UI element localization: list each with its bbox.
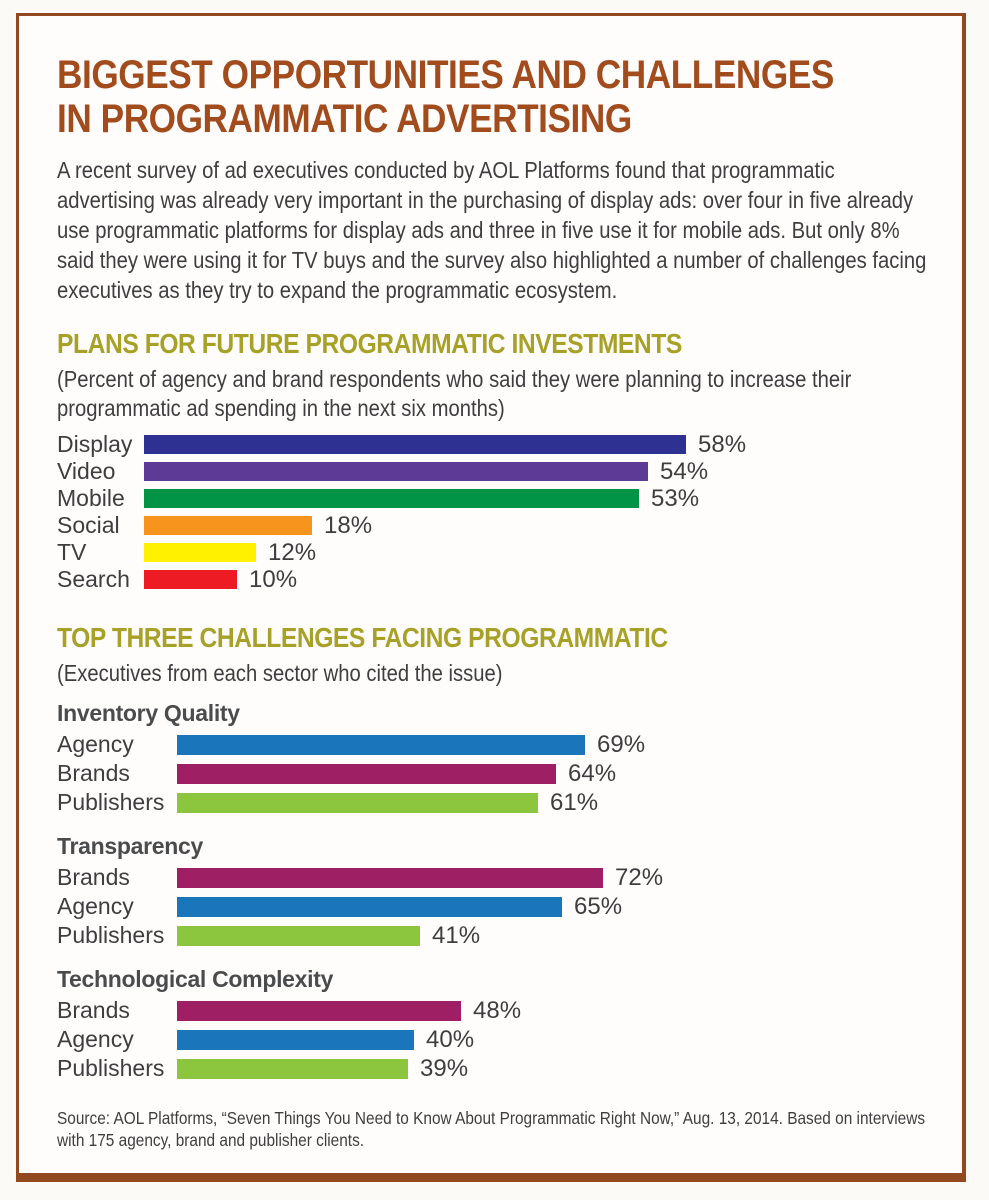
bar [177,925,420,946]
bar-value: 72% [615,863,664,891]
page-title: BIGGEST OPPORTUNITIES AND CHALLENGES IN … [57,53,932,141]
bar-value: 18% [324,511,373,539]
bar-row: Publishers 39% [57,1054,932,1083]
bar [177,792,538,813]
page-title-line-2: IN PROGRAMMATIC ADVERTISING [57,97,632,141]
bar-row: Brands 72% [57,863,932,892]
bar-label: Search [57,566,130,592]
bar [177,734,585,755]
bar [144,570,237,589]
bar-row: Social 18% [57,512,932,539]
bar-value: 48% [473,996,522,1024]
frame-border: BIGGEST OPPORTUNITIES AND CHALLENGES IN … [16,13,966,1182]
bar-value: 53% [651,484,700,512]
challenge-group: Transparency Brands 72% Agency 65% Publishers… [57,833,932,950]
bar [177,1000,461,1021]
bar-row: Agency 65% [57,892,932,921]
bar [144,435,686,454]
bar-row: Publishers 41% [57,921,932,950]
investments-subtitle: (Percent of agency and brand respondents… [57,366,852,421]
investments-chart: Display 58% Video 54% Mobile 53% Social 18% TV 12… [57,431,932,593]
bar-row: Brands 64% [57,759,932,788]
challenges-heading: TOP THREE CHALLENGES FACING PROGRAMMATIC [57,622,668,653]
bar-value: 54% [660,457,709,485]
bar [177,1058,408,1079]
bar-label: Brands [57,864,130,890]
challenge-group-rows: Agency 69% Brands 64% Publishers 61% [57,730,932,817]
bar-value: 64% [568,759,617,787]
bar-label: Publishers [57,789,165,815]
challenge-group-rows: Brands 48% Agency 40% Publishers 39% [57,996,932,1083]
bar-value: 41% [432,921,481,949]
bar-value: 10% [249,565,298,593]
bar-label: Social [57,512,120,538]
bar-label: Brands [57,760,130,786]
bar [144,543,256,562]
bar [177,1029,414,1050]
bar-value: 12% [268,538,317,566]
section-investments: PLANS FOR FUTURE PROGRAMMATIC INVESTMENT… [57,329,932,593]
bar-row: Agency 40% [57,1025,932,1054]
investments-heading: PLANS FOR FUTURE PROGRAMMATIC INVESTMENT… [57,328,682,359]
bar-row: Display 58% [57,431,932,458]
section-challenges: TOP THREE CHALLENGES FACING PROGRAMMATIC… [57,623,932,1083]
page-title-line-1: BIGGEST OPPORTUNITIES AND CHALLENGES [57,53,834,97]
content-area: BIGGEST OPPORTUNITIES AND CHALLENGES IN … [19,16,962,1151]
bar [177,763,556,784]
bar-label: TV [57,539,87,565]
bar-value: 40% [426,1025,475,1053]
bar-label: Brands [57,997,130,1023]
bar-label: Display [57,431,133,457]
bar-row: Agency 69% [57,730,932,759]
bar-value: 61% [550,788,599,816]
bar-value: 69% [597,730,646,758]
challenges-chart: Inventory Quality Agency 69% Brands 64% Publi… [57,700,932,1083]
bar [177,867,603,888]
bar-label: Publishers [57,1055,165,1081]
bar-value: 39% [420,1054,469,1082]
bar [177,896,562,917]
bar-label: Agency [57,731,134,757]
challenge-group-heading: Inventory Quality [57,700,240,726]
challenge-group-rows: Brands 72% Agency 65% Publishers 41% [57,863,932,950]
challenges-subtitle: (Executives from each sector who cited t… [57,660,503,686]
bar-value: 58% [698,430,747,458]
bar-label: Publishers [57,922,165,948]
bar-label: Video [57,458,116,484]
bar [144,516,312,535]
bar-row: TV 12% [57,539,932,566]
bar-value: 65% [574,892,623,920]
intro-paragraph: A recent survey of ad executives conduct… [57,157,927,303]
challenge-group: Technological Complexity Brands 48% Agency 4… [57,966,932,1083]
source-note: Source: AOL Platforms, “Seven Things You… [57,1108,926,1150]
challenge-group-heading: Transparency [57,833,203,859]
bar-row: Video 54% [57,458,932,485]
challenge-group-heading: Technological Complexity [57,966,334,992]
challenge-group: Inventory Quality Agency 69% Brands 64% Publi… [57,700,932,817]
bar-row: Brands 48% [57,996,932,1025]
bar [144,462,648,481]
bar-row: Publishers 61% [57,788,932,817]
bar-row: Mobile 53% [57,485,932,512]
bar-label: Agency [57,893,134,919]
bar-label: Mobile [57,485,125,511]
bar-label: Agency [57,1026,134,1052]
bar [144,489,639,508]
bar-row: Search 10% [57,566,932,593]
